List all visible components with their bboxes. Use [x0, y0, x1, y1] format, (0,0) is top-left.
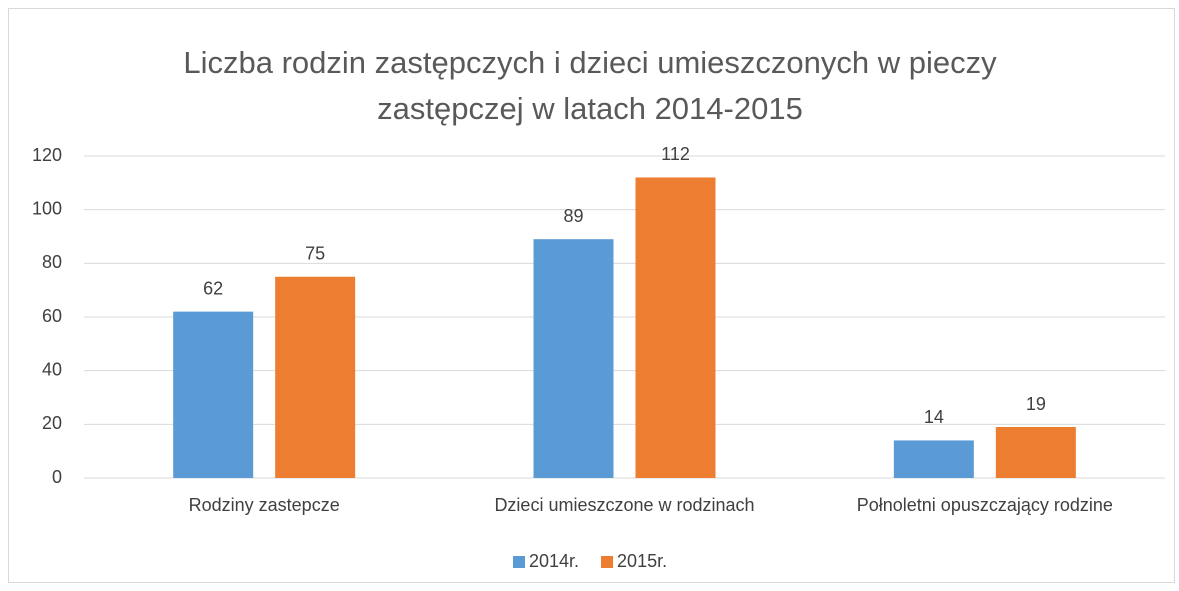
bar — [275, 276, 356, 478]
x-tick-label: Połnoletni opuszczający rodzine — [857, 495, 1113, 515]
bar — [173, 311, 254, 478]
y-tick-label: 120 — [32, 145, 62, 165]
bar — [893, 440, 974, 478]
legend-label: 2015r. — [617, 551, 667, 571]
legend-label: 2014r. — [529, 551, 579, 571]
data-label: 62 — [203, 278, 223, 298]
x-tick-label: Dzieci umieszczone w rodzinach — [494, 495, 754, 515]
y-tick-label: 40 — [42, 359, 62, 379]
legend-swatch — [513, 556, 525, 568]
legend-swatch — [601, 556, 614, 568]
data-label: 112 — [661, 144, 690, 164]
bar — [533, 239, 614, 478]
bar — [635, 177, 716, 478]
data-label: 89 — [563, 206, 583, 226]
x-tick-label: Rodziny zastepcze — [189, 495, 340, 515]
data-label: 19 — [1026, 394, 1046, 414]
data-label: 75 — [305, 244, 325, 264]
data-label: 14 — [924, 407, 944, 427]
y-tick-label: 60 — [42, 306, 62, 326]
chart-title: Liczba rodzin zastępczych i dzieci umies… — [183, 45, 997, 126]
bar — [995, 427, 1076, 478]
y-tick-label: 80 — [42, 252, 62, 272]
y-tick-label: 100 — [32, 198, 62, 218]
chart-border — [8, 8, 1175, 583]
y-tick-label: 20 — [42, 413, 62, 433]
y-tick-label: 0 — [52, 467, 62, 487]
